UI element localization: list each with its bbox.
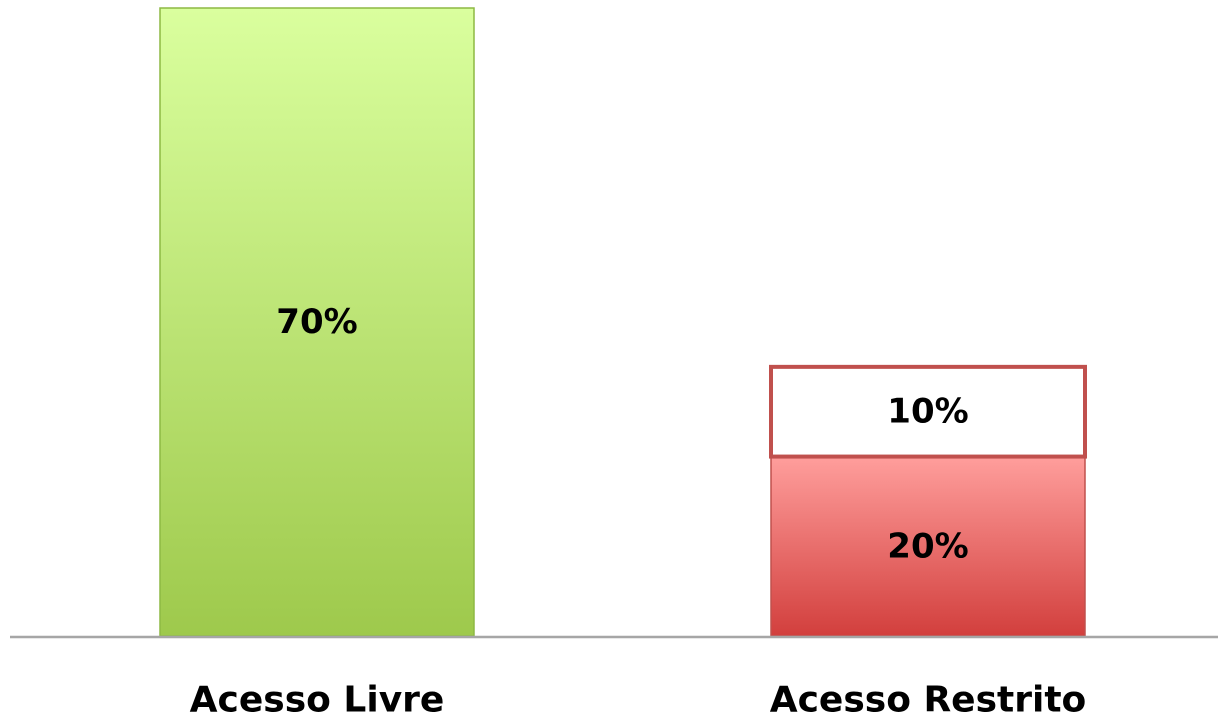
bar-acesso-restrito-segment-1 [770, 455, 1086, 637]
bar-acesso-restrito-segment-2 [769, 364, 1087, 459]
data-label-acesso-livre-segment-1: 70% [276, 302, 357, 342]
bars-layer [159, 7, 1087, 637]
category-label-acesso-restrito: Acesso Restrito [770, 680, 1087, 721]
labels-layer: 70% Acesso Livre 20% 10% Acesso Restrito [190, 302, 1087, 721]
category-label-acesso-livre: Acesso Livre [190, 680, 445, 721]
data-label-acesso-restrito-segment-1: 20% [887, 526, 968, 566]
data-label-acesso-restrito-segment-2: 10% [887, 392, 968, 432]
bar-acesso-livre-segment-1 [159, 7, 475, 637]
